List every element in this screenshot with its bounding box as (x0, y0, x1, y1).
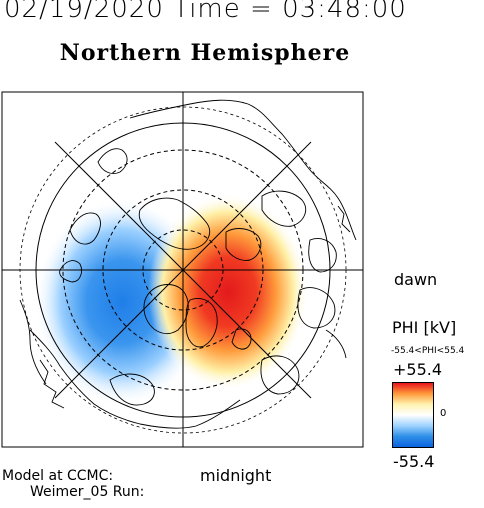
map-title: Northern Hemisphere (59, 40, 351, 66)
legend-zero-value: 0 (440, 408, 447, 419)
meridian-lines (2, 92, 363, 447)
header-date-time: 02/19/2020 Time = 03:48:00 (4, 0, 407, 24)
model-label: Model at CCMC: (2, 468, 114, 484)
midnight-label: midnight (200, 466, 272, 485)
legend-max-value: +55.4 (393, 360, 443, 379)
dawn-label: dawn (394, 270, 438, 289)
legend-min-value: -55.4 (393, 452, 435, 471)
dawn-positive-cell (148, 194, 308, 390)
legend-range: -55.4<PHI<55.4 (391, 346, 465, 356)
coastlines (19, 99, 357, 429)
run-label: Weimer_05 Run: (30, 484, 145, 500)
colorbar (392, 382, 434, 448)
legend-title: PHI [kV] (392, 318, 457, 337)
